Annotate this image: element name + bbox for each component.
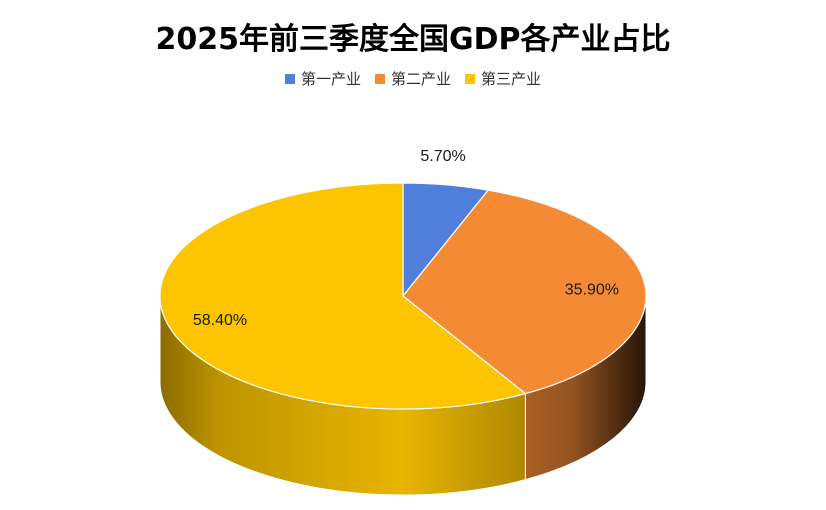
legend-item-secondary[interactable]: 第二产业: [374, 68, 451, 89]
pie-slice-tertiary[interactable]: [159, 182, 526, 410]
legend-swatch-secondary: [374, 73, 385, 84]
pie-slice-secondary[interactable]: [402, 189, 647, 395]
pie-labels: 5.70% 35.90% 58.40%: [193, 148, 619, 329]
legend: 第一产业 第二产业 第三产业: [0, 68, 826, 89]
data-label-secondary: 35.90%: [565, 282, 619, 299]
legend-label-primary: 第一产业: [300, 70, 361, 88]
data-label-primary: 5.70%: [420, 148, 465, 165]
legend-label-secondary: 第二产业: [390, 70, 451, 88]
legend-label-tertiary: 第三产业: [481, 70, 542, 88]
legend-item-primary[interactable]: 第一产业: [284, 68, 361, 89]
legend-swatch-primary: [284, 73, 295, 84]
data-label-tertiary: 58.40%: [193, 312, 247, 329]
chart-title: 2025年前三季度全国GDP各产业占比: [155, 22, 671, 57]
legend-item-tertiary[interactable]: 第三产业: [465, 68, 541, 89]
legend-swatch-tertiary: [465, 73, 475, 84]
pie-tops: [159, 182, 647, 410]
